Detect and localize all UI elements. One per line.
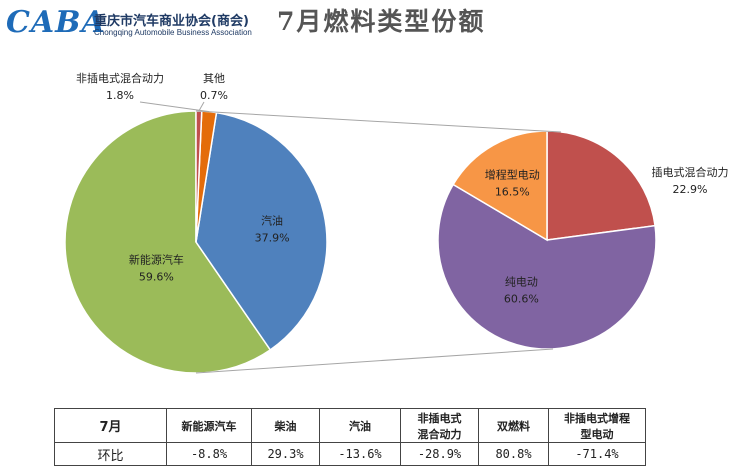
pie2-slice-1 bbox=[546, 130, 656, 241]
table-cell: -28.9% bbox=[400, 442, 479, 466]
table-cell: 80.8% bbox=[478, 442, 549, 466]
pie1-value-3: 1.8% bbox=[106, 89, 134, 102]
pie-labels: 新能源汽车 59.6% 汽油 37.9% 非插电式混合动力 1.8% 其他 0.7% 纯电动 60… bbox=[76, 71, 729, 305]
connector-lines bbox=[195, 110, 562, 374]
logo-english-name: Chongqing Automobile Business Associatio… bbox=[94, 28, 252, 37]
table-cell: -71.4% bbox=[548, 442, 646, 466]
pie2-value-2: 60.6% bbox=[504, 292, 539, 305]
pie-main bbox=[64, 110, 328, 374]
pie1-slice-2 bbox=[195, 111, 328, 351]
table-cell: -13.6% bbox=[319, 442, 401, 466]
mom-change-table: 7月 新能源汽车 柴油 汽油 非插电式 混合动力 双燃料 非插电式增程 型电动 环比 -8.8% 2… bbox=[54, 408, 646, 466]
table-header-cell: 非插电式增程 型电动 bbox=[548, 408, 646, 443]
table-header-cell: 非插电式 混合动力 bbox=[400, 408, 479, 443]
table-header-cell: 7月 bbox=[54, 408, 167, 443]
table-cell: -8.8% bbox=[166, 442, 252, 466]
pie2-label-1: 插电式混合动力 bbox=[652, 165, 729, 179]
pie1-value-1: 59.6% bbox=[139, 270, 174, 283]
table-row: 环比 -8.8% 29.3% -13.6% -28.9% 80.8% -71.4% bbox=[54, 442, 646, 466]
leader-line-2 bbox=[198, 101, 205, 112]
association-logo: CABA 重庆市汽车商业协会(商会) Chongqing Automobile … bbox=[6, 6, 266, 42]
table-header-cell: 双燃料 bbox=[478, 408, 549, 443]
table-row-label: 环比 bbox=[54, 442, 167, 466]
pie1-label-3: 非插电式混合动力 bbox=[76, 71, 164, 85]
connector-line-top bbox=[195, 110, 562, 133]
pie1-value-4: 0.7% bbox=[200, 89, 228, 102]
page-title: 7月燃料类型份额 bbox=[277, 7, 486, 36]
pie1-label-2: 汽油 bbox=[261, 214, 283, 228]
pie-new-energy-breakdown bbox=[437, 130, 657, 350]
connector-line-bottom bbox=[195, 348, 554, 374]
pie2-slice-2 bbox=[437, 183, 657, 350]
logo-mark: CABA bbox=[6, 5, 106, 40]
table-header-cell: 新能源汽车 bbox=[166, 408, 252, 443]
pie2-value-3: 16.5% bbox=[495, 186, 530, 199]
pie1-label-4: 其他 bbox=[203, 72, 225, 85]
header: CABA 重庆市汽车商业协会(商会) Chongqing Automobile … bbox=[0, 0, 750, 48]
pie2-value-1: 22.9% bbox=[673, 183, 708, 196]
pie-charts: 新能源汽车 59.6% 汽油 37.9% 非插电式混合动力 1.8% 其他 0.7% 纯电动 60… bbox=[64, 71, 729, 374]
pie2-label-2: 纯电动 bbox=[505, 275, 538, 288]
pie2-label-3: 增程型电动 bbox=[485, 168, 540, 182]
table-header-cell: 汽油 bbox=[319, 408, 401, 443]
leader-line-1 bbox=[139, 101, 210, 113]
pie1-value-2: 37.9% bbox=[255, 232, 290, 245]
table-cell: 29.3% bbox=[251, 442, 320, 466]
logo-name: 重庆市汽车商业协会(商会) bbox=[94, 14, 249, 29]
pie1-label-1: 新能源汽车 bbox=[129, 252, 184, 266]
table-header-row: 7月 新能源汽车 柴油 汽油 非插电式 混合动力 双燃料 非插电式增程 型电动 bbox=[54, 408, 646, 443]
pie2-slice-3 bbox=[452, 130, 548, 242]
table-header-cell: 柴油 bbox=[251, 408, 320, 443]
